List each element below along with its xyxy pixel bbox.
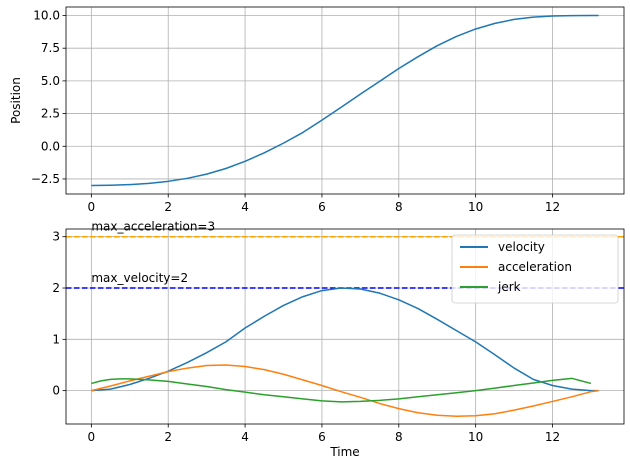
legend-label-acceleration: acceleration (498, 260, 572, 274)
kinematics-xtick-label: 2 (164, 430, 172, 444)
position-ytick-label: 2.5 (41, 107, 60, 121)
position-xtick-label: 6 (318, 200, 326, 214)
legend-label-jerk: jerk (497, 280, 521, 294)
position-ytick-label: 5.0 (41, 74, 60, 88)
position-series (91, 14, 599, 187)
position-ylabel: Position (9, 77, 23, 124)
legend: velocity acceleration jerk (451, 234, 619, 304)
kinematics-xtick-label: 0 (88, 430, 96, 444)
kinematics-ytick-label: 2 (52, 281, 60, 295)
kinematics-ytick-label: 0 (52, 384, 60, 398)
legend-label-velocity: velocity (498, 240, 545, 254)
jerk-series-line (91, 377, 592, 403)
kinematics-axes-frame (65, 228, 625, 425)
limit-annotation-0: max_acceleration=3 (91, 220, 215, 234)
limit-annotations: max_acceleration=3 max_velocity=2 (91, 220, 215, 285)
kinematics-xtick-label: 6 (318, 430, 326, 444)
kinematics-series (91, 287, 599, 418)
position-xtick-label: 10 (468, 200, 483, 214)
kinematics-xtick-label: 4 (241, 430, 249, 444)
kinematics-xtick-label: 8 (395, 430, 403, 444)
kinematics-ytick-label: 1 (52, 332, 60, 346)
acceleration-series-line (91, 364, 599, 418)
kinematics-xtick-label: 12 (545, 430, 560, 444)
position-ticks: 0 2 4 6 8 10 12 −2.5 0.0 2.5 5.0 7.5 10.0 (31, 9, 560, 215)
limit-annotation-1: max_velocity=2 (91, 271, 188, 285)
legend-box (451, 234, 619, 304)
position-xtick-label: 2 (164, 200, 172, 214)
position-axes-frame (65, 6, 625, 195)
position-ytick-label: −2.5 (31, 172, 60, 186)
position-xtick-label: 0 (88, 200, 96, 214)
kinematics-ytick-label: 3 (52, 230, 60, 244)
position-xtick-label: 4 (241, 200, 249, 214)
position-grid (66, 7, 624, 194)
velocity-series-line (91, 287, 599, 392)
position-xtick-label: 12 (545, 200, 560, 214)
position-xtick-label: 8 (395, 200, 403, 214)
kinematics-xtick-label: 10 (468, 430, 483, 444)
position-ytick-label: 7.5 (41, 41, 60, 55)
position-series-line (91, 14, 599, 187)
kinematics-xlabel: Time (329, 445, 359, 459)
position-ytick-label: 0.0 (41, 139, 60, 153)
position-panel: 0 2 4 6 8 10 12 −2.5 0.0 2.5 5.0 7.5 10.0 Position (9, 6, 625, 215)
position-ytick-label: 10.0 (33, 9, 60, 23)
